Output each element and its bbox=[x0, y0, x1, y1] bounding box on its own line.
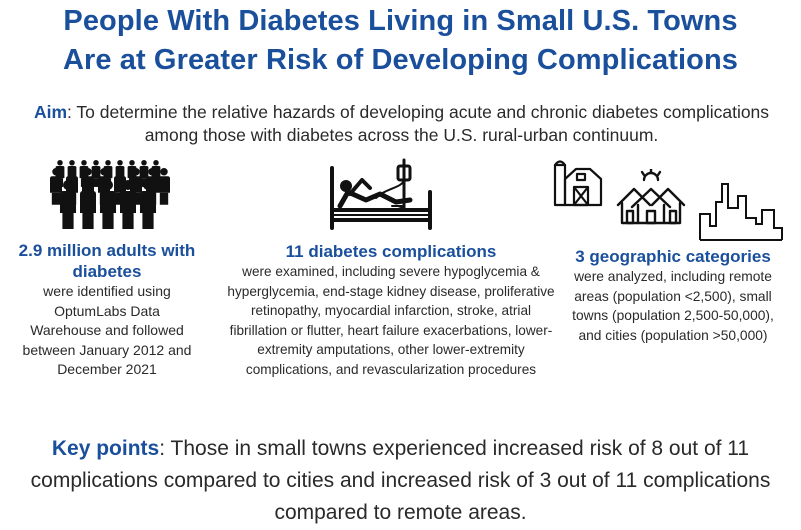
key-points-label: Key points bbox=[51, 437, 160, 460]
aim-text: : To determine the relative hazards of d… bbox=[67, 102, 770, 145]
hospital-bed-icon bbox=[326, 158, 438, 230]
complications-column: 11 diabetes complications were examined,… bbox=[226, 241, 556, 379]
geographic-column: 3 geographic categories were analyzed, i… bbox=[570, 246, 776, 345]
adults-column: 2.9 million adults with diabetes were id… bbox=[18, 240, 196, 380]
title-line-2: Are at Greater Risk of Developing Compli… bbox=[62, 44, 739, 76]
page-title: People With Diabetes Living in Small U.S… bbox=[0, 2, 801, 80]
city-skyline-icon bbox=[698, 180, 784, 242]
aim-statement: Aim: To determine the relative hazards o… bbox=[14, 101, 789, 147]
adults-body: were identified using OptumLabs Data War… bbox=[22, 283, 192, 377]
key-points-text: : Those in small towns experienced incre… bbox=[30, 437, 771, 524]
aim-label: Aim bbox=[33, 102, 67, 122]
geographic-body: were analyzed, including remote areas (p… bbox=[572, 269, 774, 343]
complications-body: were examined, including severe hypoglyc… bbox=[227, 264, 555, 377]
geographic-heading: 3 geographic categories bbox=[575, 247, 771, 266]
adults-heading: 2.9 million adults with diabetes bbox=[18, 241, 196, 281]
title-line-1: People With Diabetes Living in Small U.S… bbox=[63, 5, 738, 37]
complications-heading: 11 diabetes complications bbox=[285, 242, 497, 261]
crowd-icon bbox=[46, 158, 172, 234]
barn-icon bbox=[552, 157, 604, 209]
houses-icon bbox=[614, 169, 688, 227]
key-points: Key points: Those in small towns experie… bbox=[10, 433, 791, 529]
